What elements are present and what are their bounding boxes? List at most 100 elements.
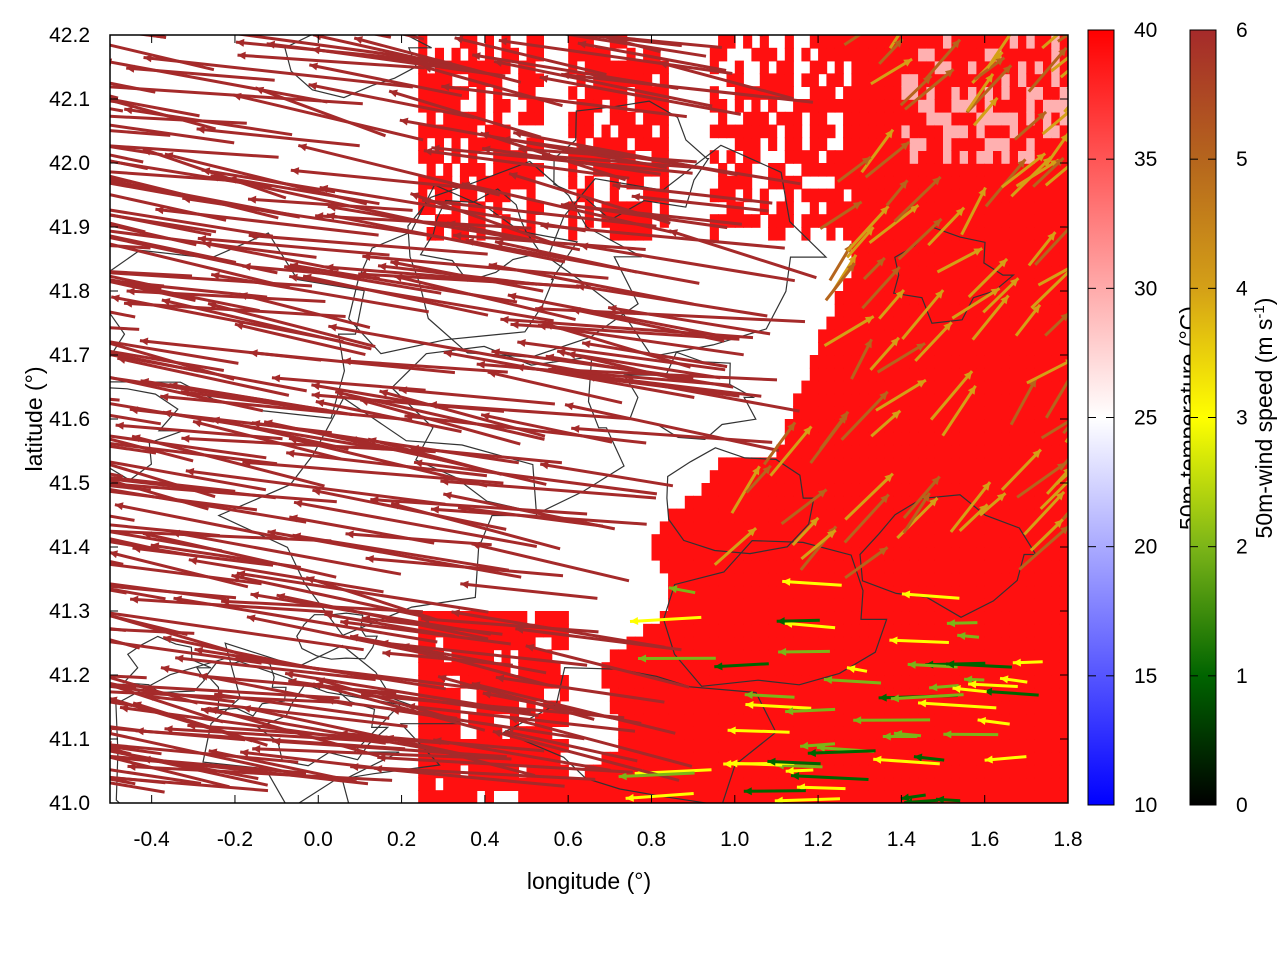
temperature-cell: [993, 367, 1003, 382]
temperature-cell: [1026, 790, 1036, 803]
temperature-cell: [784, 86, 794, 100]
temperature-cell: [1043, 611, 1053, 625]
temperature-cell: [993, 316, 1003, 331]
temperature-cell: [534, 739, 544, 753]
temperature-cell: [643, 739, 653, 753]
temperature-cell: [859, 406, 869, 420]
temperature-cell: [593, 73, 603, 87]
temperature-cell: [884, 393, 894, 407]
colorbar-tick-label: 40: [1134, 19, 1157, 42]
colorbar-tick-label: 0: [1236, 794, 1248, 817]
temperature-cell: [1051, 636, 1061, 651]
temperature-cell: [743, 559, 753, 574]
temperature-cell: [726, 585, 736, 599]
temperature-cell: [718, 559, 728, 574]
temperature-cell: [693, 495, 703, 510]
wind-arrow: [515, 625, 682, 652]
temperature-cell: [751, 636, 761, 651]
temperature-cell: [793, 419, 803, 433]
temperature-cell: [951, 150, 961, 164]
temperature-cell: [1009, 35, 1019, 49]
temperature-cell: [859, 623, 869, 638]
temperature-cell: [626, 675, 636, 689]
temperature-cell: [1026, 47, 1036, 62]
temperature-cell: [876, 303, 886, 318]
temperature-cell: [776, 751, 786, 766]
temperature-cell: [743, 521, 753, 535]
temperature-cell: [1051, 265, 1061, 279]
wind-arrow: [882, 732, 918, 741]
temperature-cell: [909, 291, 919, 305]
temperature-cell: [1001, 278, 1011, 292]
temperature-cell: [709, 675, 719, 689]
temperature-cell: [968, 444, 978, 459]
wind-arrow: [340, 618, 511, 646]
temperature-cell: [884, 163, 894, 177]
temperature-cell: [726, 675, 736, 689]
temperature-cell: [851, 470, 861, 484]
temperature-cell: [926, 201, 936, 215]
temperature-cell: [1026, 73, 1036, 87]
temperature-cell: [943, 86, 953, 100]
temperature-cell: [843, 316, 853, 331]
temperature-cell: [918, 124, 928, 139]
temperature-cell: [901, 60, 911, 75]
temperature-cell: [1018, 35, 1028, 49]
temperature-cell: [943, 777, 953, 791]
temperature-cell: [826, 777, 836, 791]
temperature-cell: [976, 380, 986, 395]
temperature-cell: [701, 777, 711, 791]
temperature-cell: [951, 431, 961, 446]
temperature-cell: [984, 508, 994, 523]
temperature-cell: [518, 790, 528, 803]
temperature-cell: [943, 291, 953, 305]
temperature-cell: [918, 406, 928, 420]
temperature-cell: [476, 99, 486, 113]
wind-arrow: [471, 541, 630, 583]
temperature-cell: [959, 675, 969, 689]
wind-arrow: [210, 271, 429, 314]
temperature-cell: [893, 278, 903, 292]
temperature-cell: [626, 649, 636, 663]
temperature-cell: [968, 739, 978, 753]
temperature-cell: [984, 175, 994, 190]
temperature-cell: [1026, 598, 1036, 612]
temperature-cell: [1034, 572, 1044, 587]
temperature-cell: [709, 124, 719, 139]
temperature-cell: [893, 150, 903, 164]
temperature-cell: [734, 470, 744, 484]
temperature-cell: [934, 303, 944, 318]
temperature-cell: [609, 60, 619, 75]
wind-arrow: [1050, 55, 1068, 73]
temperature-cell: [434, 713, 444, 727]
temperature-cell: [568, 790, 578, 803]
temperature-cell: [834, 444, 844, 459]
temperature-cell: [434, 73, 444, 87]
temperature-cell: [751, 137, 761, 151]
temperature-cell: [618, 111, 628, 126]
temperature-cell: [884, 559, 894, 574]
temperature-cell: [1026, 662, 1036, 676]
temperature-cell: [909, 265, 919, 279]
temperature-cell: [1026, 86, 1036, 100]
temperature-cell: [584, 86, 594, 100]
temperature-cell: [684, 521, 694, 535]
temperature-cell: [934, 367, 944, 382]
temperature-cell: [818, 393, 828, 407]
temperature-cell: [926, 790, 936, 803]
wind-arrow: [714, 662, 769, 671]
temperature-cell: [901, 572, 911, 587]
temperature-cell: [859, 60, 869, 75]
temperature-cell: [809, 777, 819, 791]
temperature-cell: [859, 662, 869, 676]
temperature-cell: [951, 444, 961, 459]
temperature-cell: [1018, 649, 1028, 663]
colorbar-tick-label: 10: [1134, 794, 1157, 817]
temperature-cell: [559, 611, 569, 625]
temperature-cell: [1059, 777, 1068, 791]
temperature-cell: [976, 559, 986, 574]
temperature-cell: [776, 739, 786, 753]
temperature-cell: [951, 227, 961, 241]
temperature-cell: [884, 495, 894, 510]
temperature-cell: [768, 508, 778, 523]
